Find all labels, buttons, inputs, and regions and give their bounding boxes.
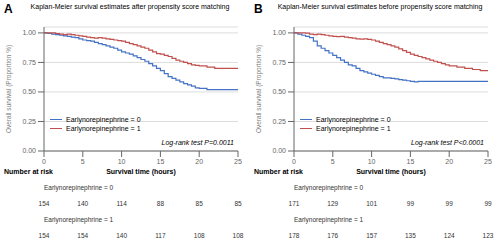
html-text:Kaplan-Meier survival estimate: Kaplan-Meier survival estimates before p…: [277, 3, 483, 10]
svg-text:101: 101: [366, 200, 377, 207]
html-text:Earlynorepinephrine = 0: Earlynorepinephrine = 0: [66, 116, 141, 123]
svg-text:15: 15: [407, 158, 415, 165]
html-text:Log-rank test P<0.0001: Log-rank test P<0.0001: [411, 139, 484, 146]
svg-text:171: 171: [289, 200, 300, 207]
svg-text:123: 123: [483, 232, 492, 239]
svg-text:0.25: 0.25: [272, 118, 286, 125]
html-text:Kaplan-Meier survival estimate: Kaplan-Meier survival estimates after pr…: [30, 3, 230, 10]
svg-text:140: 140: [116, 232, 127, 239]
html-text:Number at risk: Number at risk: [4, 168, 53, 175]
svg-text:99: 99: [407, 200, 415, 207]
svg-text:10: 10: [368, 158, 376, 165]
svg-text:108: 108: [194, 232, 205, 239]
svg-text:25: 25: [484, 158, 492, 165]
svg-text:154: 154: [39, 232, 50, 239]
svg-text:176: 176: [327, 232, 338, 239]
svg-text:1.00: 1.00: [22, 29, 36, 36]
svg-text:Earlynorepinephrine = 1: Earlynorepinephrine = 1: [294, 216, 364, 224]
svg-text:15: 15: [157, 158, 165, 165]
html-text:Earlynorepinephrine = 1: Earlynorepinephrine = 1: [66, 125, 141, 132]
svg-text:124: 124: [444, 232, 455, 239]
html-text:A: A: [4, 2, 13, 16]
svg-text:0.50: 0.50: [22, 88, 36, 95]
svg-text:135: 135: [405, 232, 416, 239]
svg-text:25: 25: [234, 158, 242, 165]
svg-text:1.00: 1.00: [272, 29, 286, 36]
svg-text:Overall survival (Proportion %: Overall survival (Proportion %): [8, 45, 13, 133]
svg-text:178: 178: [289, 232, 300, 239]
svg-text:5: 5: [81, 158, 85, 165]
svg-text:117: 117: [155, 232, 166, 239]
svg-text:88: 88: [157, 200, 165, 207]
svg-text:0.75: 0.75: [272, 59, 286, 66]
svg-text:20: 20: [195, 158, 203, 165]
html-text:Earlynorepinephrine = 1: Earlynorepinephrine = 1: [316, 125, 391, 132]
svg-text:140: 140: [77, 200, 88, 207]
html-text:Survival time (hours): Survival time (hours): [106, 168, 176, 175]
svg-text:20: 20: [445, 158, 453, 165]
svg-text:Overall survival (Proportion %: Overall survival (Proportion %): [255, 45, 263, 133]
html-text:Survival time (hours): Survival time (hours): [356, 168, 426, 175]
svg-text:Earlynorepinephrine = 0: Earlynorepinephrine = 0: [294, 184, 364, 192]
svg-text:0: 0: [42, 158, 46, 165]
html-text:Number at risk: Number at risk: [254, 168, 303, 175]
svg-text:114: 114: [116, 200, 127, 207]
svg-text:Earlynorepinephrine = 0: Earlynorepinephrine = 0: [44, 184, 114, 192]
html-text:Earlynorepinephrine = 0: Earlynorepinephrine = 0: [316, 116, 391, 123]
svg-text:10: 10: [118, 158, 126, 165]
svg-text:5: 5: [331, 158, 335, 165]
svg-text:85: 85: [234, 200, 242, 207]
svg-text:157: 157: [366, 232, 377, 239]
svg-text:0.25: 0.25: [22, 118, 36, 125]
svg-text:129: 129: [327, 200, 338, 207]
svg-text:99: 99: [446, 200, 454, 207]
svg-text:85: 85: [196, 200, 204, 207]
svg-text:154: 154: [39, 200, 50, 207]
svg-text:154: 154: [77, 232, 88, 239]
html-text:B: B: [254, 2, 263, 16]
svg-text:0.00: 0.00: [272, 147, 286, 154]
html-text:Log-rank test P=0.0011: Log-rank test P=0.0011: [161, 139, 234, 146]
svg-text:99: 99: [484, 200, 492, 207]
svg-text:Earlynorepinephrine = 1: Earlynorepinephrine = 1: [44, 216, 114, 224]
svg-text:0.75: 0.75: [22, 59, 36, 66]
svg-text:0: 0: [292, 158, 296, 165]
svg-text:108: 108: [233, 232, 244, 239]
svg-text:0.00: 0.00: [22, 147, 36, 154]
svg-text:0.50: 0.50: [272, 88, 286, 95]
